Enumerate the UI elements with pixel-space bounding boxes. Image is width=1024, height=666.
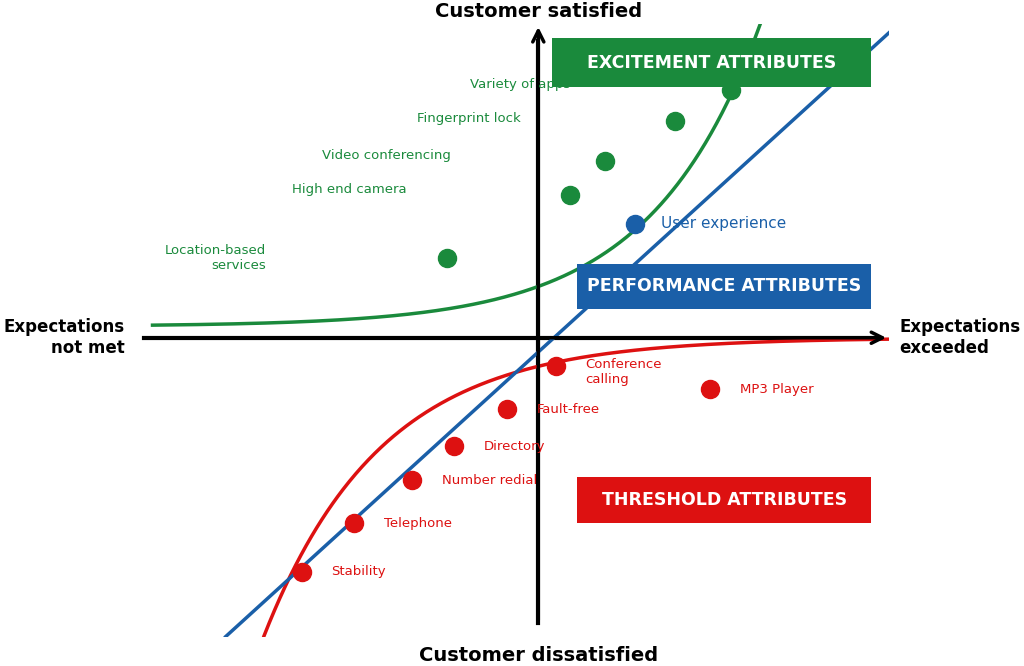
Text: PERFORMANCE ATTRIBUTES: PERFORMANCE ATTRIBUTES bbox=[587, 278, 861, 296]
Text: Fingerprint lock: Fingerprint lock bbox=[417, 112, 521, 125]
Text: Expectations
exceeded: Expectations exceeded bbox=[899, 318, 1021, 357]
Text: Expectations
not met: Expectations not met bbox=[3, 318, 125, 357]
Text: User experience: User experience bbox=[662, 216, 786, 231]
Text: Number redial: Number redial bbox=[442, 474, 538, 487]
Text: THRESHOLD ATTRIBUTES: THRESHOLD ATTRIBUTES bbox=[602, 492, 847, 509]
Text: Customer satisfied: Customer satisfied bbox=[435, 2, 642, 21]
Text: Directory: Directory bbox=[484, 440, 546, 453]
Text: MP3 Player: MP3 Player bbox=[740, 382, 814, 396]
FancyBboxPatch shape bbox=[577, 264, 871, 309]
Text: Telephone: Telephone bbox=[384, 517, 452, 529]
Text: High end camera: High end camera bbox=[292, 183, 407, 196]
Text: EXCITEMENT ATTRIBUTES: EXCITEMENT ATTRIBUTES bbox=[588, 54, 837, 72]
Text: Video conferencing: Video conferencing bbox=[322, 149, 451, 162]
Text: Location-based
services: Location-based services bbox=[165, 244, 266, 272]
Text: Conference
calling: Conference calling bbox=[586, 358, 663, 386]
Text: Stability: Stability bbox=[332, 565, 386, 578]
FancyBboxPatch shape bbox=[552, 39, 871, 87]
Text: Fault-free: Fault-free bbox=[537, 402, 600, 416]
FancyBboxPatch shape bbox=[577, 478, 871, 523]
Text: Variety of apps: Variety of apps bbox=[470, 77, 570, 91]
Text: Customer dissatisfied: Customer dissatisfied bbox=[419, 645, 657, 665]
